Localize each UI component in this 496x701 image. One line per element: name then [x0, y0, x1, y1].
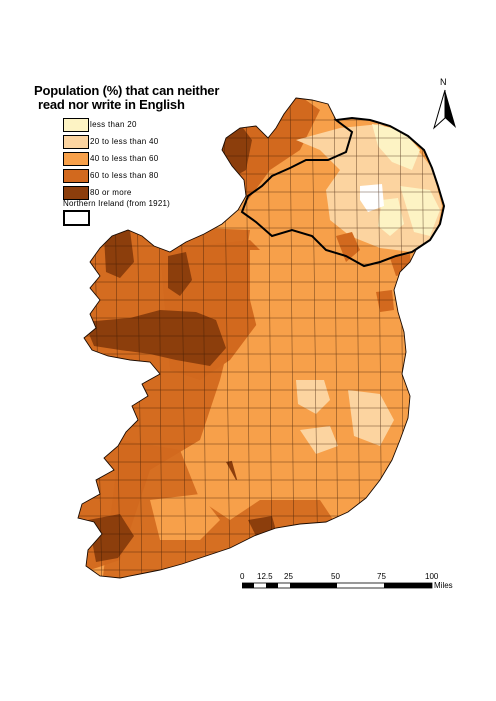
- legend-label-5: 80 or more: [90, 188, 132, 197]
- scale-tick-0: 0: [240, 572, 245, 581]
- scale-tick-100: 100: [425, 572, 439, 581]
- legend-ni-label: Northern Ireland (from 1921): [63, 199, 170, 208]
- legend-swatch-1: [63, 118, 89, 132]
- north-arrow-icon: [433, 89, 456, 130]
- scale-tick-25: 25: [284, 572, 293, 581]
- scale-bar: [242, 582, 433, 589]
- legend-label-3: 40 to less than 60: [90, 154, 159, 163]
- north-label: N: [440, 77, 447, 87]
- legend-ni-swatch: [63, 210, 90, 226]
- scale-tick-12-5: 12.5: [257, 572, 273, 581]
- legend-swatch-5: [63, 186, 89, 200]
- legend-label-2: 20 to less than 40: [90, 137, 159, 146]
- northern-ireland-border: [240, 116, 446, 268]
- scale-tick-50: 50: [331, 572, 340, 581]
- legend-swatch-3: [63, 152, 89, 166]
- title-line-1: Population (%) that can neither: [34, 83, 220, 98]
- legend-swatch-2: [63, 135, 89, 149]
- scale-tick-75: 75: [377, 572, 386, 581]
- map-title: Population (%) that can neither read nor…: [34, 84, 219, 112]
- legend-swatch-4: [63, 169, 89, 183]
- scale-unit: Miles: [434, 581, 453, 590]
- title-line-2: read nor write in English: [38, 97, 185, 112]
- legend-label-4: 60 to less than 80: [90, 171, 159, 180]
- legend-label-1: less than 20: [90, 120, 137, 129]
